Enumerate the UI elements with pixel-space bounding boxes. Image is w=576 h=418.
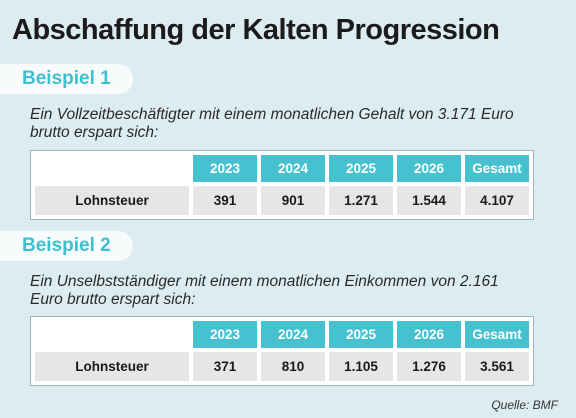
value-2026: 1.544	[397, 186, 461, 215]
table-row: Lohnsteuer 391 901 1.271 1.544 4.107	[35, 186, 529, 215]
row-label: Lohnsteuer	[35, 352, 189, 381]
header-empty-cell	[35, 321, 189, 348]
header-year-2026: 2026	[397, 155, 461, 182]
example-2-table: 2023 2024 2025 2026 Gesamt Lohnsteuer 37…	[30, 316, 534, 386]
example-1-label: Beispiel 1	[0, 64, 133, 94]
header-empty-cell	[35, 155, 189, 182]
value-2024: 901	[261, 186, 325, 215]
table-row: Lohnsteuer 371 810 1.105 1.276 3.561	[35, 352, 529, 381]
source-note: Quelle: BMF	[491, 398, 558, 412]
value-2024: 810	[261, 352, 325, 381]
value-2026: 1.276	[397, 352, 461, 381]
header-total: Gesamt	[465, 321, 529, 348]
header-year-2025: 2025	[329, 155, 393, 182]
page-title: Abschaffung der Kalten Progression	[12, 14, 500, 46]
table-header-row: 2023 2024 2025 2026 Gesamt	[35, 155, 529, 182]
header-year-2024: 2024	[261, 155, 325, 182]
header-year-2023: 2023	[193, 321, 257, 348]
example-2-label: Beispiel 2	[0, 231, 133, 261]
header-total: Gesamt	[465, 155, 529, 182]
row-label: Lohnsteuer	[35, 186, 189, 215]
header-year-2024: 2024	[261, 321, 325, 348]
value-2023: 371	[193, 352, 257, 381]
example-1-description: Ein Vollzeitbeschäftigter mit einem mona…	[30, 106, 514, 141]
example-1-table: 2023 2024 2025 2026 Gesamt Lohnsteuer 39…	[30, 150, 534, 220]
header-year-2025: 2025	[329, 321, 393, 348]
value-total: 4.107	[465, 186, 529, 215]
example-2-description: Ein Unselbstständiger mit einem monatlic…	[30, 273, 499, 308]
header-year-2023: 2023	[193, 155, 257, 182]
value-total: 3.561	[465, 352, 529, 381]
value-2025: 1.105	[329, 352, 393, 381]
table-header-row: 2023 2024 2025 2026 Gesamt	[35, 321, 529, 348]
value-2023: 391	[193, 186, 257, 215]
header-year-2026: 2026	[397, 321, 461, 348]
value-2025: 1.271	[329, 186, 393, 215]
